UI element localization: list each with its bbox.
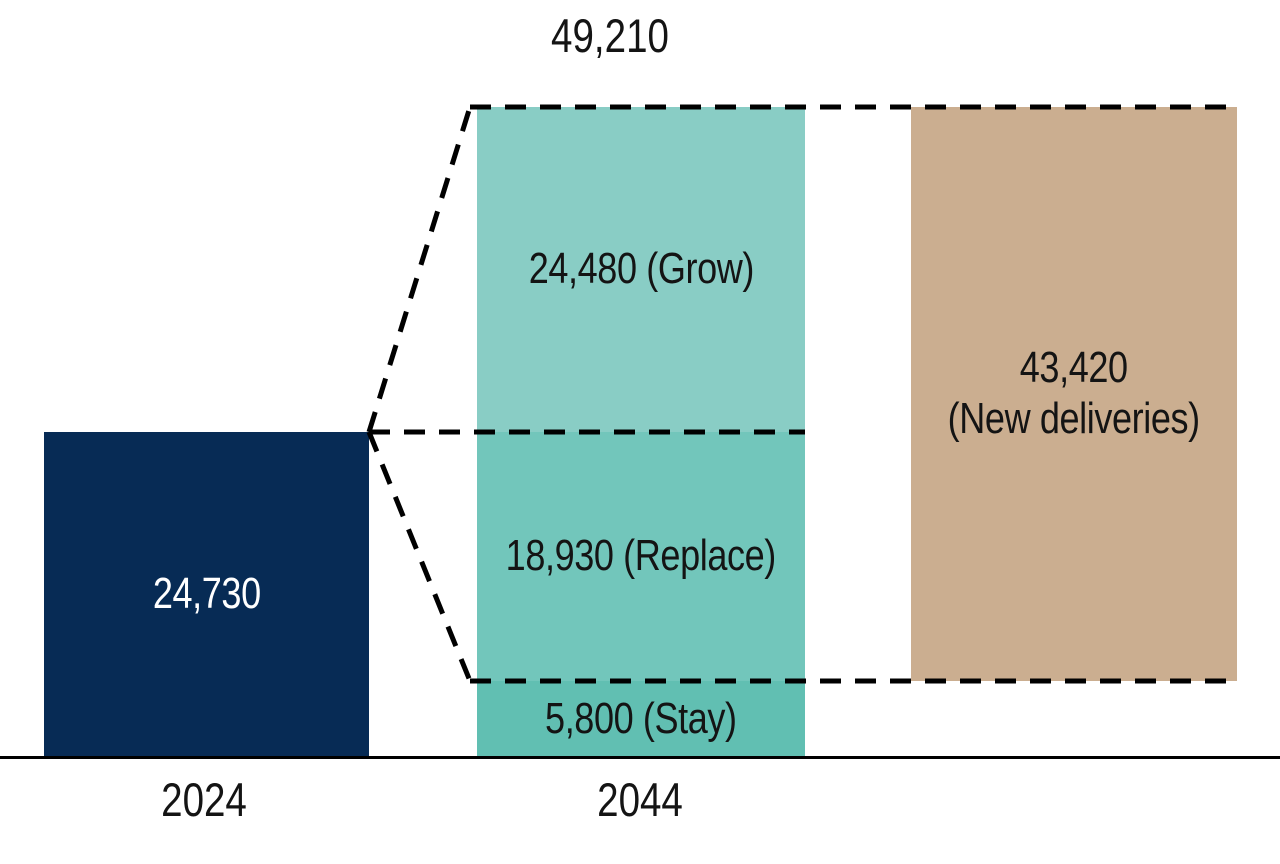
segment-grow: 24,480 (Grow) xyxy=(477,107,805,432)
segment-replace-label: 18,930 (Replace) xyxy=(505,531,777,581)
bar-new-deliveries-label: 43,420 (New deliveries) xyxy=(948,343,1200,444)
segment-grow-label: 24,480 (Grow) xyxy=(528,244,754,294)
x-tick-2044: 2044 xyxy=(597,773,683,826)
x-axis-line xyxy=(0,756,1280,759)
connector-diagonal-upper xyxy=(366,106,473,433)
connector-diagonal-lower xyxy=(366,431,473,682)
new-deliveries-name: (New deliveries) xyxy=(947,394,1201,443)
bar-2024-value: 24,730 xyxy=(152,569,261,619)
new-deliveries-value: 43,420 xyxy=(1020,343,1128,393)
segment-stay: 5,800 (Stay) xyxy=(477,681,805,757)
bar-new-deliveries: 43,420 (New deliveries) xyxy=(911,107,1237,681)
total-label-2044: 49,210 xyxy=(551,9,669,62)
segment-stay-label: 5,800 (Stay) xyxy=(545,693,737,743)
segment-replace: 18,930 (Replace) xyxy=(477,432,805,681)
bar-2024-fleet: 24,730 xyxy=(44,432,369,757)
x-tick-2024: 2024 xyxy=(161,773,247,826)
